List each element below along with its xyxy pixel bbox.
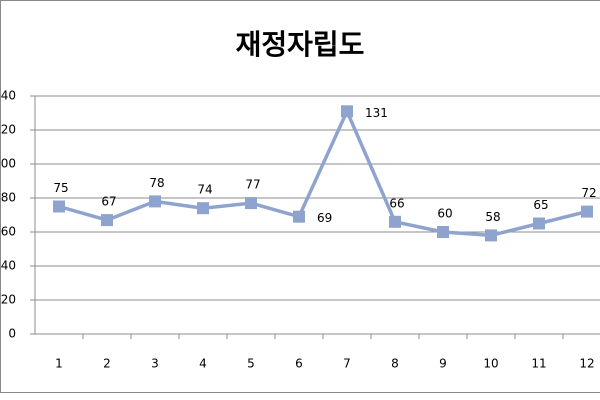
marker bbox=[53, 200, 65, 213]
marker bbox=[437, 226, 449, 238]
y-tick-label: 140 bbox=[0, 89, 16, 103]
data-label: 74 bbox=[197, 183, 212, 197]
x-tick-label: 5 bbox=[247, 357, 255, 371]
marker bbox=[149, 195, 161, 208]
chart-title: 재정자립도 bbox=[236, 28, 365, 61]
data-label: 65 bbox=[533, 198, 548, 212]
x-tick-label: 8 bbox=[391, 357, 399, 371]
y-tick-label: 60 bbox=[1, 225, 16, 239]
x-tick-label: 7 bbox=[343, 357, 351, 371]
data-line bbox=[58, 106, 588, 238]
x-tick-label: 4 bbox=[199, 357, 207, 371]
data-label: 75 bbox=[53, 181, 68, 195]
x-tick-label: 11 bbox=[531, 357, 546, 371]
data-label: 66 bbox=[389, 196, 404, 210]
marker bbox=[245, 197, 257, 210]
marker bbox=[101, 214, 113, 227]
x-tick-label: 9 bbox=[439, 357, 447, 371]
marker bbox=[581, 205, 593, 218]
y-tick-label: 20 bbox=[1, 293, 16, 307]
x-tick-label: 10 bbox=[483, 357, 498, 371]
marker bbox=[197, 202, 209, 215]
y-tick-label: 0 bbox=[8, 327, 16, 341]
data-label: 60 bbox=[437, 207, 452, 221]
marker bbox=[533, 217, 545, 230]
data-label: 69 bbox=[317, 211, 332, 225]
data-label: 67 bbox=[101, 195, 116, 209]
y-tick-label: 100 bbox=[0, 157, 16, 171]
x-tick-label: 12 bbox=[579, 357, 594, 371]
x-tick-label: 2 bbox=[103, 357, 111, 371]
marker bbox=[293, 210, 305, 223]
y-tick-label: 80 bbox=[1, 191, 16, 205]
data-label: 58 bbox=[485, 210, 500, 224]
marker bbox=[389, 215, 401, 228]
data-label: 77 bbox=[245, 178, 260, 192]
x-tick-label: 1 bbox=[55, 357, 63, 371]
marker bbox=[341, 105, 353, 118]
x-tick-label: 6 bbox=[295, 357, 303, 371]
marker bbox=[485, 229, 497, 242]
data-label: 72 bbox=[581, 186, 596, 200]
x-tick-label: 3 bbox=[151, 357, 159, 371]
y-tick-label: 120 bbox=[0, 123, 16, 137]
data-label: 131 bbox=[365, 106, 388, 120]
data-label: 78 bbox=[149, 176, 164, 190]
y-tick-label: 40 bbox=[1, 259, 16, 273]
